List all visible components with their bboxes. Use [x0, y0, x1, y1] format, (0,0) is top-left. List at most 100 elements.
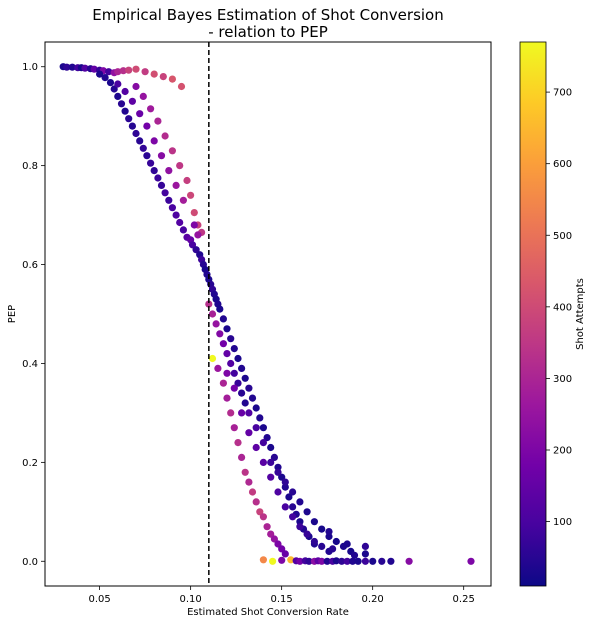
scatter-point [274, 540, 282, 548]
scatter-point [179, 226, 187, 234]
x-tick-label: 0.15 [271, 594, 293, 605]
scatter-point [105, 68, 113, 76]
scatter-point [223, 350, 231, 358]
scatter-point [350, 551, 359, 559]
y-tick-label: 0.6 [22, 260, 38, 271]
scatter-point [154, 174, 162, 182]
scatter-point [263, 523, 271, 531]
scatter-point [234, 379, 242, 387]
y-tick-label: 0.2 [22, 458, 38, 469]
scatter-point [230, 384, 238, 392]
scatter-point [318, 542, 326, 551]
scatter-point [289, 488, 297, 496]
scatter-point [219, 379, 227, 387]
scatter-point [212, 320, 220, 328]
scatter-point [387, 557, 395, 565]
scatter-point [338, 557, 346, 565]
scatter-point [241, 399, 249, 407]
scatter-point [343, 557, 351, 565]
scatter-point [256, 508, 264, 516]
scatter-point [110, 85, 118, 93]
scatter-point [252, 404, 260, 412]
scatter-point [259, 513, 267, 521]
y-axis-label: PEP [7, 305, 18, 323]
scatter-point [361, 550, 369, 558]
scatter-point [248, 488, 257, 496]
scatter-point [216, 305, 224, 313]
scatter-point [296, 523, 304, 531]
scatter-point [219, 340, 227, 348]
scatter-point [323, 557, 331, 565]
scatter-point [270, 453, 278, 461]
scatter-point [238, 453, 246, 461]
colorbar-tick-label: 300 [553, 374, 572, 385]
scatter-point [223, 394, 231, 402]
scatter-point [157, 181, 166, 189]
colorbar [519, 41, 547, 587]
scatter-point [361, 557, 369, 565]
scatter-point [318, 525, 326, 533]
scatter-point [245, 429, 253, 437]
scatter-point [106, 79, 115, 87]
scatter-point [267, 458, 275, 466]
scatter-point [192, 246, 200, 254]
scatter-point [281, 483, 289, 491]
scatter-point [216, 330, 224, 338]
scatter-point [354, 557, 362, 565]
scatter-point [245, 409, 253, 417]
scatter-point [119, 67, 127, 75]
scatter-point [190, 221, 198, 229]
scatter-point [325, 528, 333, 536]
scatter-point [81, 64, 89, 72]
scatter-point [227, 359, 235, 368]
scatter-point [121, 107, 129, 115]
scatter-point [285, 493, 293, 501]
y-axis-ticks: 0.0 0.2 0.4 0.6 0.8 1.0 [22, 62, 45, 568]
scatter-point [296, 498, 304, 506]
scatter-point [278, 556, 286, 564]
scatter-point [252, 498, 260, 506]
scatter-point [68, 63, 76, 71]
scatter-point [378, 557, 386, 565]
scatter-point [214, 364, 222, 372]
scatter-point [132, 129, 140, 138]
colorbar-tick-label: 100 [553, 517, 572, 528]
scatter-point [332, 557, 340, 565]
scatter-point [165, 167, 173, 175]
scatter-point [227, 335, 235, 343]
scatter-point [245, 384, 253, 392]
x-tick-label: 0.05 [88, 594, 110, 605]
scatter-point [274, 468, 282, 476]
colorbar-ticks: 100 200 300 400 500 600 700 [546, 88, 572, 528]
scatter-point [274, 463, 282, 471]
scatter-point [172, 211, 180, 219]
scatter-point [343, 540, 351, 548]
scatter-point [234, 439, 242, 447]
scatter-point [114, 92, 122, 100]
scatter-point [252, 443, 260, 452]
scatter-point [238, 389, 246, 397]
scatter-point [329, 545, 337, 553]
scatter-point [150, 137, 158, 145]
scatter-point [141, 68, 149, 76]
scatter-point [114, 68, 122, 76]
scatter-point [238, 409, 246, 417]
scatter-point [190, 209, 198, 217]
scatter-point [101, 74, 109, 82]
scatter-point [208, 310, 217, 318]
scatter-point [296, 518, 304, 526]
scatter-point [176, 218, 184, 227]
scatter-points [59, 63, 475, 565]
scatter-point [136, 110, 144, 118]
scatter-point [157, 152, 166, 160]
y-tick-label: 0.4 [22, 359, 38, 370]
scatter-point [310, 518, 318, 526]
scatter-point [234, 354, 242, 363]
y-tick-label: 0.8 [22, 161, 38, 172]
scatter-point [289, 513, 297, 521]
scatter-point [241, 468, 249, 476]
scatter-point [194, 231, 202, 239]
x-axis-label: Estimated Shot Conversion Rate [187, 607, 349, 618]
scatter-point [168, 204, 176, 212]
